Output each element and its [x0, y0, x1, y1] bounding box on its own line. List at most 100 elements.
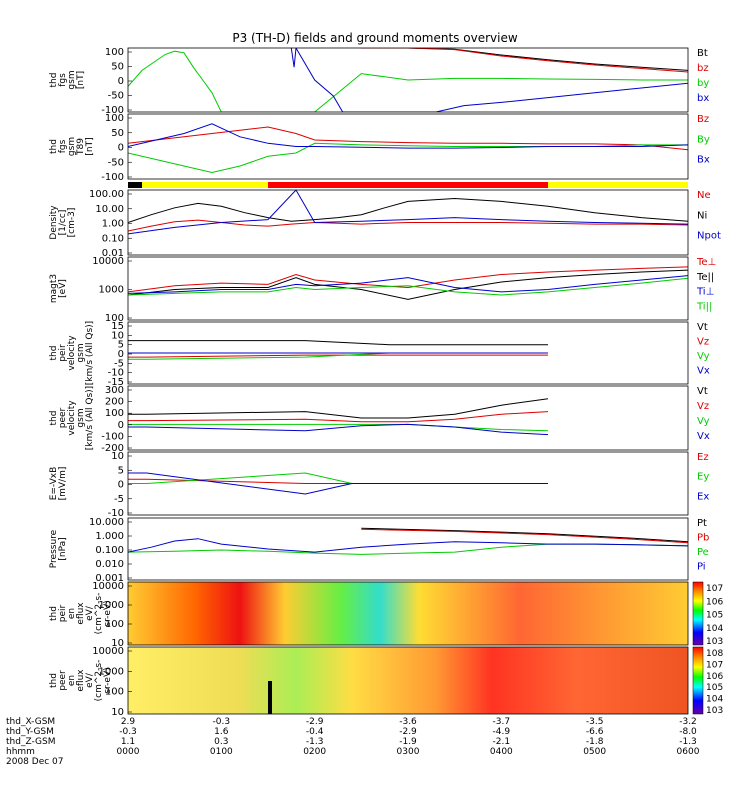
y-axis-label: Density [1/cc] [cm-3]: [49, 205, 77, 240]
y-tick-label: 100: [105, 408, 124, 419]
y-tick-label: 1000: [99, 285, 124, 296]
y-label-line: peir: [58, 604, 68, 622]
x-tick-label: -1.9: [399, 737, 417, 747]
x-tick-label: -3.6: [399, 717, 417, 727]
series-line-2: [128, 190, 688, 235]
y-label-line: [cm-3]: [67, 208, 77, 238]
y-tick-label: 15: [111, 321, 124, 332]
y-tick-label: 10000: [92, 256, 124, 267]
y-tick-label: 0: [118, 143, 124, 154]
y-tick-label: 1.000: [95, 531, 124, 542]
colorbar-tick: 106: [706, 597, 723, 607]
x-tick-label: -6.6: [586, 727, 604, 737]
legend-entry: Pe: [697, 547, 709, 558]
spectrogram: [128, 647, 688, 714]
legend-entry: Vy: [697, 416, 710, 427]
series-line-2: [128, 275, 688, 294]
y-label-line: en: [67, 675, 77, 686]
y-tick-label: 50: [111, 62, 124, 73]
y-tick-label: 10000: [92, 581, 124, 592]
y-tick-label: 100.00: [89, 189, 124, 200]
y-label-line: Pressure: [49, 529, 59, 568]
series-line-3: [128, 423, 549, 436]
x-tick-label: -1.8: [586, 737, 604, 747]
y-label-line: sr-eV): [103, 600, 113, 626]
panel-frame: [127, 113, 689, 180]
y-label-line: [km/s (All Qs)]: [85, 386, 95, 450]
panel-3: Ne Ni Npot 100.00 10.00 1.00 0.10 0.01 Density [1…: [49, 189, 721, 259]
y-axis-label: thd fgs gsm T89 [nT]: [49, 137, 95, 156]
series-line-2: [128, 123, 688, 149]
x-row-label: thd_X-GSM: [6, 717, 55, 727]
x-tick-label: 0400: [490, 747, 513, 757]
y-label-line: velocity: [67, 400, 77, 436]
colorbar-tick: 104: [706, 695, 723, 705]
panel-4: Te⊥ Te|| Ti⊥ Ti|| 10000 1000 100 magt3 [eV]: [49, 256, 716, 324]
legend-entry: Vx: [697, 431, 710, 442]
panel-frame: [127, 451, 689, 516]
y-label-line: eflux: [76, 669, 86, 692]
y-tick-label: 10.000: [89, 517, 124, 528]
y-tick-label: -15: [108, 377, 124, 388]
y-tick-label: 1.00: [102, 219, 124, 230]
y-axis-label: E=-VxB [mV/m]: [49, 467, 68, 501]
legend-entry: Ey: [697, 472, 709, 483]
panel-frame: [127, 581, 689, 646]
legend-entry: Ni: [697, 210, 707, 221]
y-label-line: en: [67, 608, 77, 619]
y-label-line: thd: [49, 411, 59, 426]
y-label-line: eV/: [85, 672, 95, 688]
series-line-0: [361, 527, 688, 543]
legend-entry: By: [697, 134, 710, 145]
y-label-line: velocity: [67, 335, 77, 371]
x-tick-label: 0.3: [214, 737, 228, 747]
series-line-1: [128, 472, 548, 484]
x-tick-label: 0600: [677, 747, 700, 757]
colorbar-tick: 107: [706, 660, 723, 670]
x-row-label: 2008 Dec 07: [6, 757, 64, 767]
y-label-line: [eV]: [58, 279, 68, 298]
panel-8: Pt Pb Pe Pi 10.000 1.000 0.100 0.010 0.001 Pressu…: [49, 517, 709, 584]
y-tick-label: 100: [105, 619, 124, 630]
x-tick-label: 0200: [303, 747, 326, 757]
x-tick-label: 0100: [210, 747, 233, 757]
series-line-2: [128, 543, 688, 555]
legend-entry: Pt: [697, 518, 707, 529]
legend-entry: Te⊥: [696, 257, 716, 268]
x-tick-label: -1.3: [306, 737, 324, 747]
y-tick-label: 10: [111, 638, 124, 649]
y-label-line: thd: [49, 673, 59, 688]
y-tick-label: 1000: [99, 666, 124, 677]
y-tick-label: 10000: [92, 646, 124, 657]
y-tick-label: -10: [108, 368, 124, 379]
y-tick-label: 50: [111, 128, 124, 139]
colorbar-tick: 105: [706, 611, 723, 621]
series-line-3: [128, 538, 688, 553]
panel-frame: [127, 385, 689, 451]
series-line-0: [361, 48, 688, 71]
legend-entry: Bx: [697, 155, 710, 166]
legend-entry: Npot: [697, 231, 721, 242]
y-label-line: thd: [49, 606, 59, 621]
panel-frame: [127, 517, 689, 581]
x-row-label: thd_Y-GSM: [6, 727, 54, 737]
colorbar: [692, 646, 704, 715]
y-label-line: fgs: [58, 139, 68, 153]
y-tick-label: 100: [105, 687, 124, 698]
colorbar: [692, 581, 704, 646]
y-axis-label: thd peir en eflux eV/(cm^2-s-sr-eV): [49, 593, 113, 635]
y-label-line: [km/s (All Qs)]: [85, 321, 95, 385]
y-tick-label: 1000: [99, 600, 124, 611]
y-tick-label: -5: [114, 494, 124, 505]
legend-entry: bz: [697, 63, 709, 74]
y-tick-label: -100: [101, 431, 124, 442]
y-tick-label: 0.001: [95, 573, 124, 584]
legend-entry: by: [697, 78, 709, 89]
y-label-line: Density: [49, 205, 59, 240]
legend-entry: Vt: [697, 322, 708, 333]
series-line-0: [128, 398, 549, 419]
legend-entry: Vz: [697, 337, 709, 348]
